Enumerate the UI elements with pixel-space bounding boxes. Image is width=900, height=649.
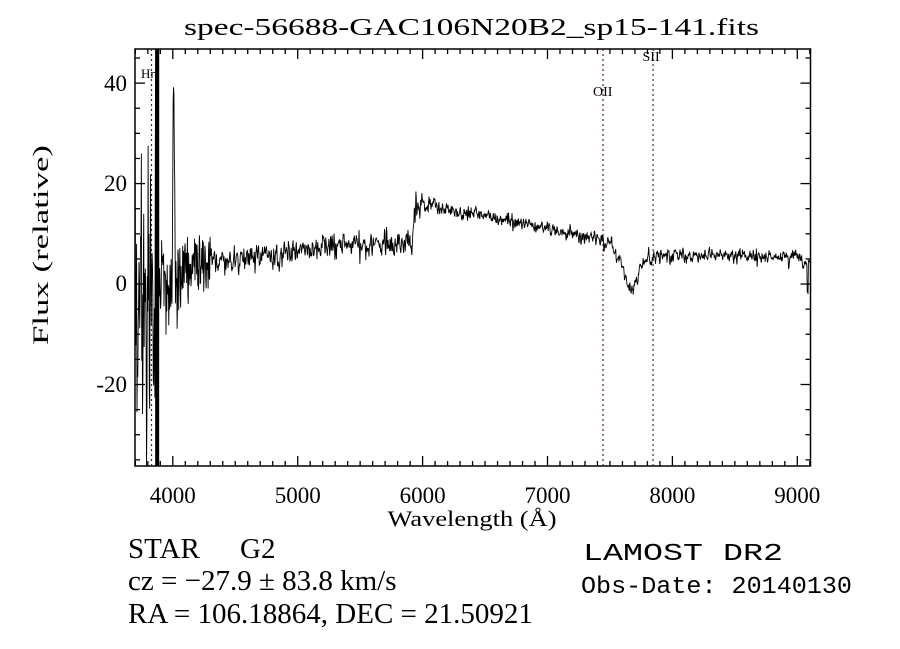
svg-text:LAMOST DR2: LAMOST DR2: [583, 541, 783, 568]
svg-text:5000: 5000: [275, 483, 321, 508]
svg-text:cz = −27.9 ± 83.8 km/s: cz = −27.9 ± 83.8 km/s: [128, 565, 397, 597]
svg-text:SII: SII: [643, 50, 660, 65]
svg-text:-20: -20: [96, 372, 127, 397]
svg-text:8000: 8000: [649, 483, 695, 508]
svg-text:Wavelength (Å): Wavelength (Å): [388, 506, 557, 531]
svg-text:Flux (relative): Flux (relative): [28, 145, 53, 345]
svg-text:Obs-Date: 20140130: Obs-Date: 20140130: [581, 574, 852, 601]
svg-text:RA = 106.18864, DEC = 21.5092: RA = 106.18864, DEC = 21.50921: [128, 598, 533, 630]
svg-text:40: 40: [104, 71, 127, 96]
svg-text:Hη: Hη: [141, 66, 157, 81]
svg-text:0: 0: [116, 271, 128, 296]
svg-text:4000: 4000: [150, 483, 196, 508]
svg-text:7000: 7000: [525, 483, 571, 508]
svg-text:6000: 6000: [400, 483, 446, 508]
svg-text:9000: 9000: [774, 483, 820, 508]
svg-text:OII: OII: [593, 85, 613, 100]
svg-text:spec-56688-GAC106N20B2_sp15-14: spec-56688-GAC106N20B2_sp15-141.fits: [184, 15, 759, 41]
svg-text:20: 20: [104, 171, 127, 196]
